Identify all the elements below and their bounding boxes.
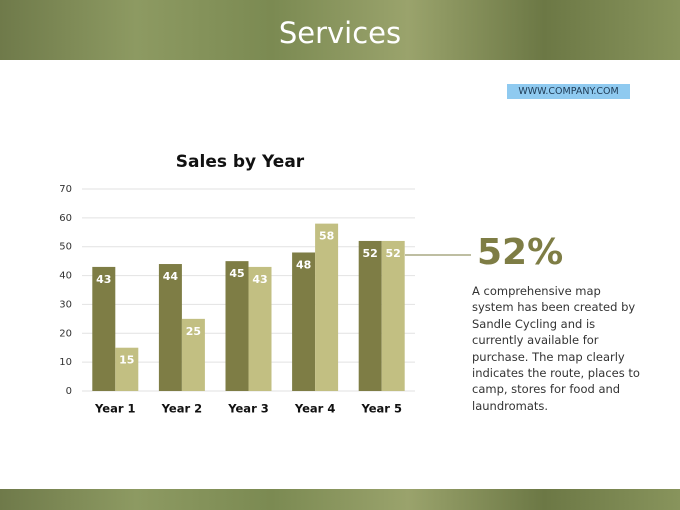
bar bbox=[92, 266, 116, 391]
bar bbox=[358, 240, 382, 391]
chart-title: Sales by Year bbox=[176, 152, 305, 172]
bar bbox=[158, 264, 182, 391]
y-tick-label: 70 bbox=[59, 184, 72, 195]
y-tick-label: 20 bbox=[59, 328, 72, 339]
bar bbox=[248, 266, 272, 391]
value-label: 52 bbox=[386, 247, 401, 260]
y-tick-label: 40 bbox=[59, 271, 72, 282]
x-tick-label: Year 5 bbox=[360, 402, 402, 416]
value-label: 25 bbox=[186, 325, 201, 338]
value-label: 58 bbox=[319, 230, 334, 243]
x-tick-label: Year 1 bbox=[94, 402, 136, 416]
y-tick-label: 50 bbox=[59, 242, 72, 253]
bar bbox=[292, 252, 316, 391]
footer-banner bbox=[0, 489, 680, 510]
value-label: 43 bbox=[96, 273, 111, 286]
x-tick-label: Year 2 bbox=[161, 402, 203, 416]
website-label: WWW.COMPANY.COM bbox=[507, 84, 630, 99]
y-tick-label: 30 bbox=[59, 299, 72, 310]
value-label: 52 bbox=[363, 247, 378, 260]
bar bbox=[381, 240, 405, 391]
value-label: 43 bbox=[252, 273, 267, 286]
value-label: 45 bbox=[229, 267, 244, 280]
bar bbox=[225, 261, 249, 391]
callout-figure: 52% bbox=[477, 232, 564, 273]
bar bbox=[181, 318, 205, 391]
slide-title: Services bbox=[278, 16, 402, 50]
callout-text: A comprehensive map system has been crea… bbox=[472, 284, 640, 413]
x-tick-label: Year 4 bbox=[294, 402, 336, 416]
value-label: 44 bbox=[163, 270, 179, 283]
header-banner bbox=[0, 0, 680, 60]
y-tick-label: 60 bbox=[59, 213, 72, 224]
bar bbox=[315, 223, 339, 391]
y-tick-label: 0 bbox=[66, 386, 72, 397]
value-label: 48 bbox=[296, 258, 311, 271]
x-tick-label: Year 3 bbox=[227, 402, 269, 416]
bar bbox=[115, 347, 139, 391]
y-tick-label: 10 bbox=[59, 357, 72, 368]
value-label: 15 bbox=[119, 354, 134, 367]
